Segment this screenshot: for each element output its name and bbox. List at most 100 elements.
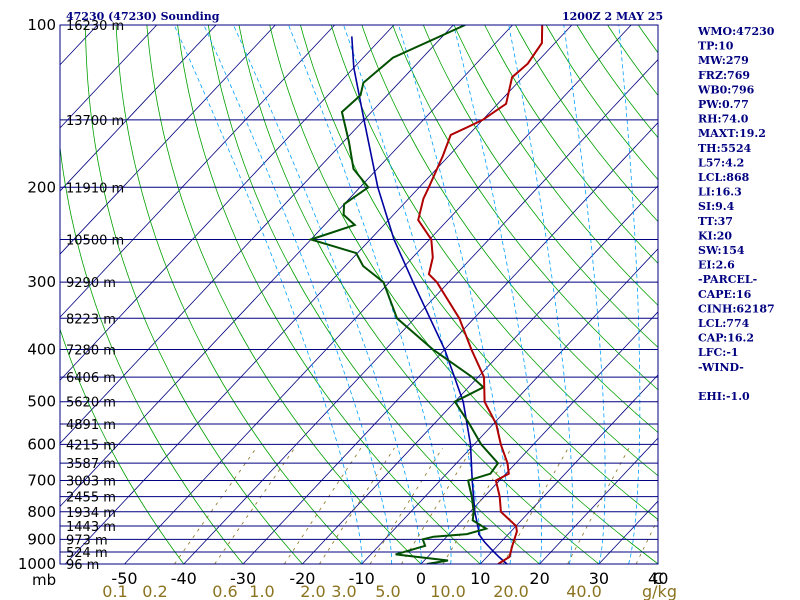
- isotherm-line: [539, 437, 658, 564]
- mixing-ratio-line: [283, 447, 362, 564]
- moist-adiabat-line: [398, 25, 512, 564]
- dry-adiabat-line: [207, 25, 540, 564]
- mixing-ratio-line: [635, 517, 658, 564]
- index-line: -WIND-: [698, 361, 744, 374]
- index-line: FRZ:769: [698, 69, 750, 82]
- isotherm-line: [60, 25, 158, 129]
- isotherm-line: [420, 311, 658, 564]
- mixing-ratio-line: [442, 447, 512, 564]
- mixing-ratio-tick-label: 0.1: [102, 582, 127, 600]
- plot-frame: [59, 24, 659, 565]
- pressure-label: 400: [27, 341, 56, 359]
- moist-adiabat-line: [657, 563, 658, 564]
- mixing-ratio-tick-label: 0.2: [142, 582, 167, 600]
- temperature-unit-label: C: [652, 569, 663, 588]
- mixing-ratio-tick-label: 20.0: [493, 582, 529, 600]
- index-line: SW:154: [698, 244, 745, 257]
- isotherm-line: [124, 25, 632, 564]
- pressure-label: 100: [27, 16, 56, 34]
- dry-adiabat-line: [60, 143, 244, 564]
- index-line: TH:5524: [698, 142, 752, 155]
- dry-adiabat-line: [453, 25, 658, 306]
- mixing-ratio-unit-label: g/kg: [642, 582, 677, 600]
- mixing-ratio-line: [369, 447, 443, 564]
- height-label: 2455 m: [66, 491, 116, 506]
- index-line: PW:0.77: [698, 98, 749, 111]
- temperature-tick-label: 0: [416, 569, 426, 588]
- isotherm-line: [60, 25, 454, 444]
- dry-adiabat-line: [60, 327, 185, 564]
- dry-adiabat-line: [85, 25, 303, 564]
- height-label: 7280 m: [66, 344, 116, 359]
- pressure-label: 300: [27, 273, 56, 291]
- dry-adiabat-line: [177, 25, 481, 564]
- index-line: LFC:-1: [698, 346, 739, 359]
- height-label: 4215 m: [66, 438, 116, 453]
- dry-adiabat-line: [115, 25, 362, 564]
- temperature-tick-label: 30: [589, 569, 609, 588]
- isotherm-line: [60, 25, 513, 508]
- pressure-label: 600: [27, 435, 56, 453]
- height-label: 973 m: [66, 533, 108, 548]
- temperature-tick-label: 20: [529, 569, 549, 588]
- temperature-tick-label: -40: [171, 569, 197, 588]
- index-line: LCL:774: [698, 317, 750, 330]
- height-label: 10500 m: [66, 233, 124, 248]
- observation-time: 1200Z 2 MAY 25: [562, 10, 663, 23]
- isotherm-line: [480, 374, 658, 564]
- pressure-unit-label: mb: [32, 571, 56, 589]
- mixing-ratio-tick-label: 2.0: [300, 582, 325, 600]
- height-label: 8223 m: [66, 312, 116, 327]
- isotherm-line: [60, 25, 217, 192]
- mixing-ratio-line: [567, 447, 630, 564]
- index-line: CAPE:16: [698, 288, 752, 301]
- pressure-label: 900: [27, 530, 56, 548]
- index-line: TP:10: [698, 40, 734, 53]
- index-line: CINH:62187: [698, 302, 775, 315]
- dry-adiabat-line: [361, 25, 658, 434]
- temperature-tick-label: 10: [470, 569, 490, 588]
- dry-adiabat-line: [514, 25, 658, 223]
- height-label: 4891 m: [66, 418, 116, 433]
- mixing-ratio-tick-label: 3.0: [331, 582, 356, 600]
- pressure-label: 800: [27, 503, 56, 521]
- temperature-trace: [417, 25, 544, 564]
- moist-adiabat-line: [453, 25, 542, 564]
- height-label: 9290 m: [66, 276, 116, 291]
- dry-adiabat-line: [300, 25, 658, 520]
- moist-adiabat-line: [343, 25, 482, 564]
- pressure-label: 700: [27, 472, 56, 490]
- temperature-tick-label: -10: [349, 569, 375, 588]
- isotherm-line: [242, 122, 658, 564]
- dry-adiabat-line: [484, 25, 658, 264]
- moist-adiabat-line: [233, 25, 422, 564]
- isotherm-line: [302, 185, 658, 564]
- isotherm-line: [60, 25, 276, 255]
- index-line: SI:9.4: [698, 200, 735, 213]
- index-line: LCL:868: [698, 171, 750, 184]
- index-line: -PARCEL-: [698, 273, 757, 286]
- isotherm-line: [60, 25, 335, 318]
- isotherm-line: [64, 25, 573, 564]
- mixing-ratio-line: [401, 447, 473, 564]
- temperature-tick-label: -20: [289, 569, 315, 588]
- pressure-label: 500: [27, 393, 56, 411]
- height-label: 3587 m: [66, 457, 116, 472]
- temperature-tick-label: -30: [230, 569, 256, 588]
- temperature-tick-label: -50: [111, 569, 137, 588]
- height-label: 3003 m: [66, 475, 116, 490]
- mixing-ratio-line: [174, 447, 257, 564]
- index-line: L57:4.2: [698, 156, 744, 169]
- height-label: 96 m: [66, 558, 99, 573]
- mixing-ratio-line: [502, 447, 569, 564]
- height-label: 13700 m: [66, 114, 124, 129]
- height-label: 5620 m: [66, 396, 116, 411]
- index-line: WB0:796: [697, 83, 755, 96]
- dry-adiabat-line: [269, 25, 658, 564]
- parcel-trace: [351, 36, 508, 564]
- mixing-ratio-tick-label: 1.0: [249, 582, 274, 600]
- pressure-label: 1000: [18, 555, 56, 573]
- profile-layer: [307, 25, 544, 564]
- dry-adiabat-line: [392, 25, 658, 391]
